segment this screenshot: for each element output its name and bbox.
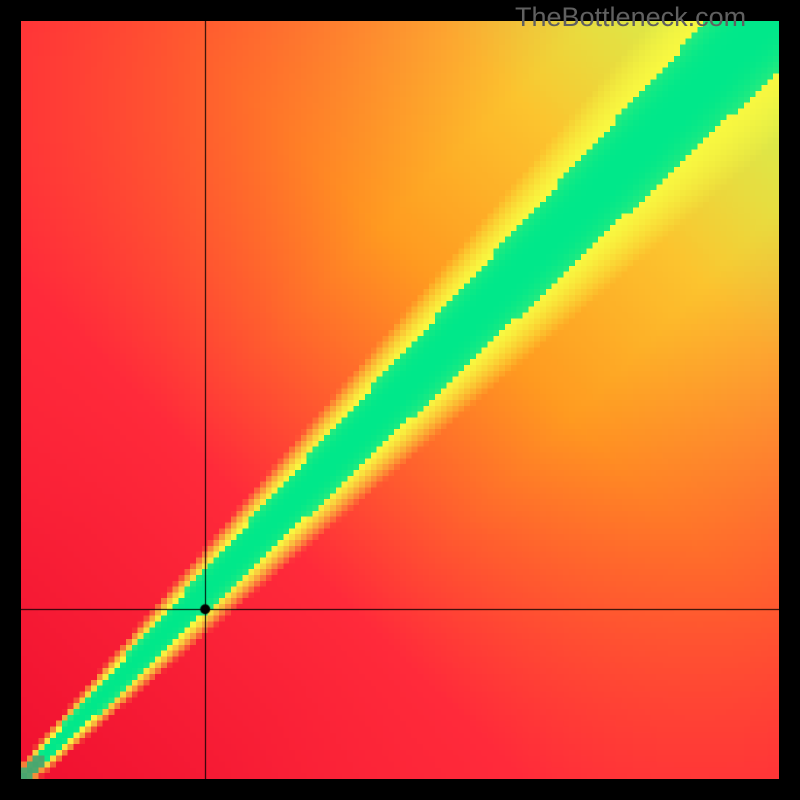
crosshair-overlay: [21, 21, 779, 779]
chart-container: TheBottleneck.com: [0, 0, 800, 800]
